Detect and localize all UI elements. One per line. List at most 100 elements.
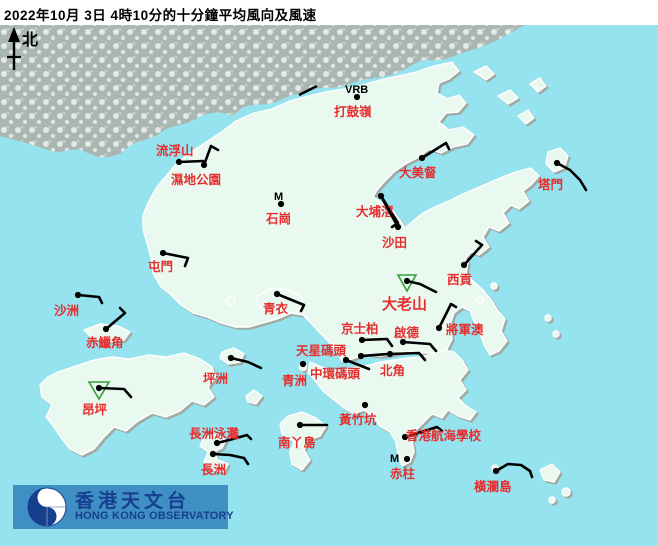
station-triangle-marker xyxy=(87,381,111,401)
station-name-label: 大美督 xyxy=(399,165,437,180)
wind-barb xyxy=(344,358,371,371)
station-dot xyxy=(418,154,426,162)
station-name-label: 京士柏 xyxy=(341,321,379,336)
station-dot xyxy=(296,421,304,429)
station-dot xyxy=(403,455,411,463)
station-name-label: 流浮山 xyxy=(156,143,194,158)
wind-barb xyxy=(229,356,263,370)
po-toi-island xyxy=(548,496,556,504)
station-dot xyxy=(377,192,385,200)
mirs-bay-island xyxy=(473,65,495,81)
station-waglan-island: 橫瀾島 xyxy=(474,462,534,494)
station-dot xyxy=(553,159,561,167)
new-territories-land xyxy=(142,61,540,362)
wind-barb xyxy=(76,293,104,305)
station-dot xyxy=(460,261,468,269)
station-dot xyxy=(175,158,183,166)
station-name-label: 橫瀾島 xyxy=(474,479,512,494)
page-title: 2022年10月 3日 4時10分的十分鐘平均風向及風速 xyxy=(4,8,317,23)
station-name-label: 石崗 xyxy=(265,211,291,226)
wind-barb xyxy=(211,452,250,466)
station-flag-label: VRB xyxy=(345,84,368,96)
station-central-pier: 中環碼頭 xyxy=(310,356,371,381)
se-island xyxy=(544,314,552,322)
station-name-label: 坪洲 xyxy=(203,372,228,386)
tsing-yi-island xyxy=(255,287,305,315)
wind-barb xyxy=(381,198,400,229)
station-tai-mei-tuk: 大美督 xyxy=(399,141,451,180)
station-dot xyxy=(209,450,217,458)
hei-ling-chau-island xyxy=(245,389,263,405)
wind-barb xyxy=(555,161,588,192)
station-name-label: 天星碼頭 xyxy=(296,343,347,358)
station-name-label: 屯門 xyxy=(148,259,173,274)
wind-barb xyxy=(97,386,133,399)
station-name-label: 長洲泳灘 xyxy=(189,426,240,441)
station-wetland-park: 濕地公園 xyxy=(171,144,221,187)
station-dot xyxy=(353,93,361,101)
station-name-label: 青衣 xyxy=(263,301,289,316)
wind-barb xyxy=(177,159,205,164)
station-name-label: 黃竹坑 xyxy=(338,412,377,427)
station-dot xyxy=(95,384,103,392)
wind-barb xyxy=(388,351,427,362)
station-dot xyxy=(342,356,350,364)
station-peng-chau: 坪洲 xyxy=(203,354,263,386)
station-dot xyxy=(357,352,365,360)
station-wong-chuk-hang: 黃竹坑 xyxy=(338,401,377,427)
mirs-bay-island xyxy=(529,77,547,93)
station-name-label: 塔門 xyxy=(538,177,563,192)
wind-barb xyxy=(494,462,534,479)
station-dot xyxy=(358,336,366,344)
mirs-bay-island xyxy=(517,109,535,125)
station-sha-chau: 沙洲 xyxy=(54,291,104,318)
station-tap-mun: 塔門 xyxy=(538,159,588,192)
station-lamma-island: 南丫島 xyxy=(278,421,329,450)
station-name-label: 長洲 xyxy=(201,462,226,477)
po-toi-island xyxy=(539,463,561,483)
station-name-label: 西貢 xyxy=(447,273,473,287)
station-lau-fau-shan: 流浮山 xyxy=(156,143,205,166)
station-north-point: 北角 xyxy=(380,350,427,378)
station-name-label: 打鼓嶺 xyxy=(334,104,372,119)
logo-chinese-name: 香港天文台 xyxy=(75,491,191,512)
wind-barb xyxy=(462,239,484,267)
station-dot xyxy=(159,249,167,257)
station-name-label: 將軍澳 xyxy=(446,322,484,337)
station-chek-lap-kok: 赤鱲角 xyxy=(86,306,127,350)
station-shek-kong: M 石崗 xyxy=(265,191,291,226)
station-dot xyxy=(492,467,500,475)
wind-barb xyxy=(104,306,127,331)
station-dot xyxy=(102,325,110,333)
wind-barb xyxy=(401,340,438,353)
airport-island xyxy=(83,323,131,343)
port-shelter-island xyxy=(476,296,484,304)
station-name-label: 昂坪 xyxy=(82,402,108,417)
station-star-ferry: 天星碼頭 xyxy=(296,343,390,360)
wind-barb xyxy=(161,251,190,268)
logo-english-name: HONG KONG OBSERVATORY xyxy=(75,510,234,522)
station-dot xyxy=(386,350,394,358)
station-dot xyxy=(435,324,443,332)
station-kings-park: 京士柏 xyxy=(341,321,394,348)
station-dot xyxy=(401,433,409,441)
station-dot xyxy=(403,277,411,285)
station-stanley: M赤柱 xyxy=(390,453,416,481)
station-cheung-chau-beach: 長洲泳灘 xyxy=(189,426,253,447)
station-ngong-ping: 昂坪 xyxy=(82,381,133,417)
station-name-label: 赤鱲角 xyxy=(86,335,124,350)
wind-barb xyxy=(405,279,438,294)
station-flag-label: M xyxy=(390,453,399,465)
wind-barb xyxy=(437,302,458,330)
wind-barb xyxy=(360,337,394,348)
wind-barb xyxy=(275,292,306,313)
wind-barb xyxy=(403,425,444,439)
station-dot xyxy=(200,161,208,169)
se-island xyxy=(552,330,560,338)
station-green-island: 青洲 xyxy=(282,360,307,388)
station-name-label: 青洲 xyxy=(282,373,307,388)
station-name-label: 大埔滘 xyxy=(356,204,394,219)
mainland-area xyxy=(0,25,524,158)
